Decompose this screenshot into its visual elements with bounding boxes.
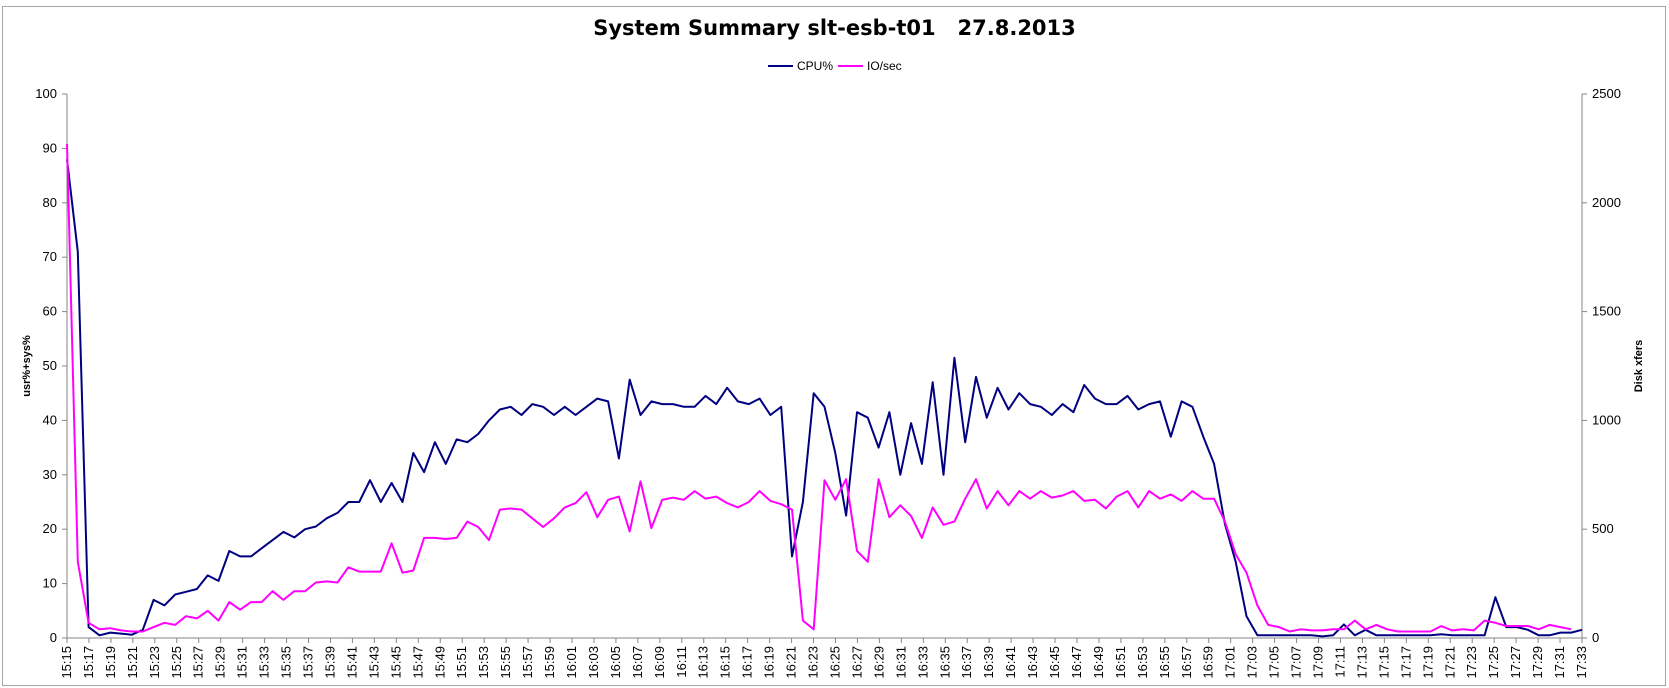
x-tick-label: 17:09 (1311, 646, 1326, 679)
x-tick-label: 16:01 (564, 646, 579, 679)
x-tick-label: 17:17 (1398, 646, 1413, 679)
x-tick-label: 15:41 (344, 646, 359, 679)
x-tick-label: 16:33 (915, 646, 930, 679)
x-tick-label: 17:25 (1486, 646, 1501, 679)
x-tick-label: 16:15 (718, 646, 733, 679)
x-tick-label: 15:33 (257, 646, 272, 679)
x-tick-label: 16:27 (849, 646, 864, 679)
x-tick-label: 15:39 (322, 646, 337, 679)
x-tick-label: 17:31 (1552, 646, 1567, 679)
x-tick-label: 17:01 (1223, 646, 1238, 679)
x-tick-label: 16:59 (1201, 646, 1216, 679)
x-tick-label: 15:27 (191, 646, 206, 679)
y-tick-label: 10 (43, 576, 57, 591)
x-tick-label: 15:59 (542, 646, 557, 679)
x-tick-label: 16:53 (1135, 646, 1150, 679)
y-tick-label: 0 (50, 630, 57, 645)
x-tick-label: 16:57 (1179, 646, 1194, 679)
x-tick-label: 16:55 (1157, 646, 1172, 679)
chart-title: System Summary slt-esb-t01 27.8.2013 (593, 16, 1076, 40)
legend-label: CPU% (797, 59, 833, 73)
y-tick-label: 40 (43, 412, 57, 427)
x-tick-label: 17:15 (1376, 646, 1391, 679)
x-tick-label: 15:55 (498, 646, 513, 679)
x-tick-label: 16:25 (827, 646, 842, 679)
x-tick-label: 15:37 (301, 646, 316, 679)
y-tick-label: 60 (43, 304, 57, 319)
y-axis-title: usr%+sys% (21, 335, 33, 397)
x-tick-label: 16:31 (893, 646, 908, 679)
x-tick-label: 16:43 (1025, 646, 1040, 679)
y-tick-label: 20 (43, 521, 57, 536)
x-tick-label: 16:29 (871, 646, 886, 679)
y-tick-label: 50 (43, 358, 57, 373)
x-tick-label: 15:43 (366, 646, 381, 679)
x-tick-label: 15:45 (388, 646, 403, 679)
x-tick-label: 15:53 (476, 646, 491, 679)
x-tick-label: 16:35 (937, 646, 952, 679)
y2-tick-label: 500 (1592, 521, 1614, 536)
x-tick-label: 15:15 (59, 646, 74, 679)
x-tick-label: 16:45 (1047, 646, 1062, 679)
x-tick-label: 15:17 (81, 646, 96, 679)
x-tick-label: 16:47 (1069, 646, 1084, 679)
y-tick-label: 100 (35, 86, 57, 101)
x-tick-label: 17:11 (1332, 646, 1347, 678)
x-tick-label: 16:11 (674, 646, 689, 678)
x-tick-label: 16:49 (1091, 646, 1106, 679)
x-tick-label: 17:21 (1442, 646, 1457, 679)
x-tick-label: 16:51 (1113, 646, 1128, 679)
x-tick-label: 15:57 (520, 646, 535, 679)
y-tick-label: 70 (43, 249, 57, 264)
x-tick-label: 15:51 (454, 646, 469, 679)
x-tick-label: 17:05 (1267, 646, 1282, 679)
x-tick-label: 15:31 (235, 646, 250, 679)
x-tick-label: 17:03 (1245, 646, 1260, 679)
x-tick-label: 16:07 (630, 646, 645, 679)
x-tick-label: 15:19 (103, 646, 118, 679)
chart-frame (2, 6, 1666, 686)
x-tick-label: 16:23 (806, 646, 821, 679)
y2-tick-label: 1000 (1592, 412, 1621, 427)
x-tick-label: 17:27 (1508, 646, 1523, 679)
series-line-cpu (66, 159, 1583, 638)
x-tick-label: 17:29 (1530, 646, 1545, 679)
x-tick-label: 17:07 (1289, 646, 1304, 679)
x-tick-label: 16:41 (1003, 646, 1018, 679)
y-tick-label: 80 (43, 195, 57, 210)
y2-tick-label: 2500 (1592, 86, 1621, 101)
x-tick-label: 15:47 (410, 646, 425, 679)
x-tick-label: 17:19 (1420, 646, 1435, 679)
x-tick-label: 16:09 (652, 646, 667, 679)
y2-tick-label: 1500 (1592, 304, 1621, 319)
y2-tick-label: 0 (1592, 630, 1599, 645)
x-tick-label: 16:37 (959, 646, 974, 679)
y2-axis-title: Disk xfers (1633, 340, 1645, 393)
x-tick-label: 16:17 (740, 646, 755, 679)
series-line-io (66, 143, 1572, 633)
x-tick-label: 15:23 (147, 646, 162, 679)
x-tick-label: 16:13 (696, 646, 711, 679)
x-tick-label: 17:13 (1354, 646, 1369, 679)
y-tick-label: 90 (43, 140, 57, 155)
x-tick-label: 17:23 (1464, 646, 1479, 679)
x-tick-label: 16:21 (784, 646, 799, 679)
x-tick-label: 15:29 (213, 646, 228, 679)
x-tick-label: 16:05 (608, 646, 623, 679)
y2-tick-label: 2000 (1592, 195, 1621, 210)
x-tick-label: 17:33 (1574, 646, 1589, 679)
x-tick-label: 16:19 (762, 646, 777, 679)
x-tick-label: 16:39 (981, 646, 996, 679)
x-tick-label: 15:25 (169, 646, 184, 679)
y-tick-label: 30 (43, 467, 57, 482)
x-tick-label: 15:21 (125, 646, 140, 679)
legend-label: IO/sec (867, 59, 902, 73)
x-tick-label: 15:35 (279, 646, 294, 679)
x-tick-label: 16:03 (586, 646, 601, 679)
x-tick-label: 15:49 (432, 646, 447, 679)
